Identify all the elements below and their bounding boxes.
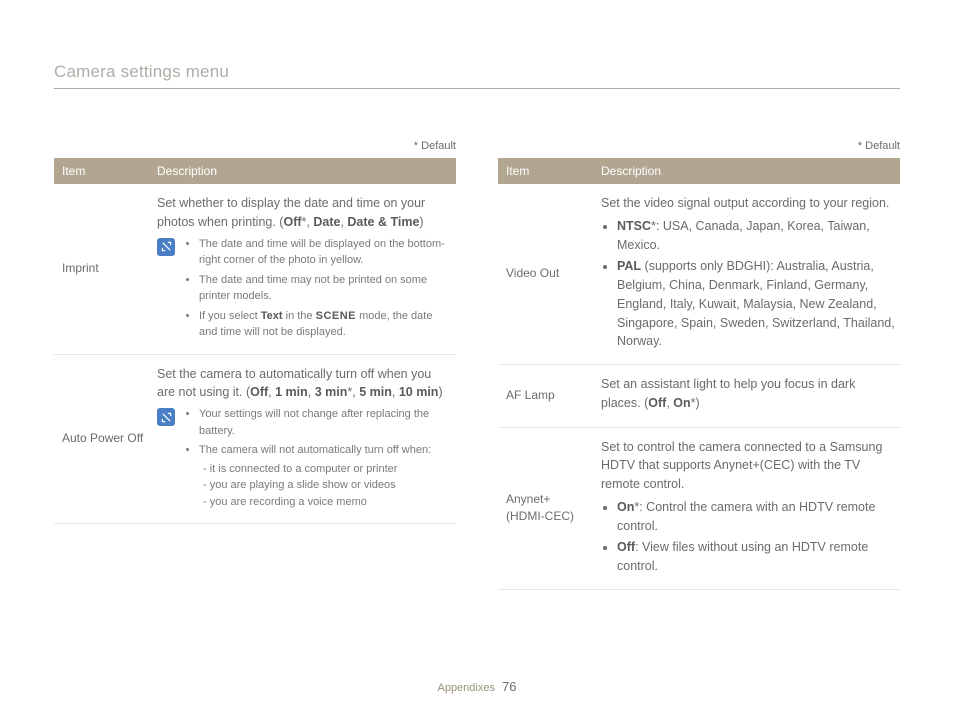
text: : View files without using an HDTV remot… — [617, 540, 868, 573]
default-note-right: * Default — [498, 140, 900, 152]
right-column: * Default Item Description Video Out Set… — [498, 140, 900, 590]
list-item: you are playing a slide show or videos — [203, 477, 452, 494]
right-settings-table: Item Description Video Out Set the video… — [498, 158, 900, 590]
list-item: The date and time may not be printed on … — [199, 272, 452, 305]
th-desc: Description — [149, 158, 456, 184]
opt: NTSC — [617, 219, 651, 233]
default-note-left: * Default — [54, 140, 456, 152]
note-list: Your settings will not change after repl… — [199, 406, 452, 513]
text: ) — [419, 215, 423, 229]
desc-imprint: Set whether to display the date and time… — [149, 184, 456, 354]
opt: Off — [648, 396, 666, 410]
list-item: it is connected to a computer or printer — [203, 461, 452, 478]
anynet-list: On*: Control the camera with an HDTV rem… — [617, 498, 896, 576]
opt: Date — [313, 215, 340, 229]
note-icon — [157, 238, 175, 256]
note-icon — [157, 408, 175, 426]
opt: On — [617, 500, 634, 514]
opt: On — [673, 396, 690, 410]
desc-anynet: Set to control the camera connected to a… — [593, 427, 900, 589]
item-video-out: Video Out — [498, 184, 593, 365]
opt: Off — [617, 540, 635, 554]
list-item: NTSC*: USA, Canada, Japan, Korea, Taiwan… — [617, 217, 896, 255]
content-columns: * Default Item Description Imprint Set w… — [54, 140, 900, 590]
sep: , — [392, 385, 399, 399]
sub-list: it is connected to a computer or printer… — [203, 461, 452, 511]
scene-mode: SCENE — [316, 310, 356, 322]
text: (supports only BDGHI): Australia, Austri… — [617, 259, 895, 348]
footer-label: Appendixes — [437, 682, 495, 694]
opt: 1 min — [275, 385, 308, 399]
list-item: The camera will not automatically turn o… — [199, 442, 452, 510]
item-anynet: Anynet+ (HDMI-CEC) — [498, 427, 593, 589]
page-footer: Appendixes 76 — [0, 679, 954, 694]
opt: Date & Time — [347, 215, 419, 229]
page-title: Camera settings menu — [54, 62, 900, 89]
opt: Off — [250, 385, 268, 399]
th-desc: Description — [593, 158, 900, 184]
opt: PAL — [617, 259, 641, 273]
text: in the — [283, 310, 316, 322]
text: If you select — [199, 310, 261, 322]
opt: 10 min — [399, 385, 439, 399]
apo-main: Set the camera to automatically turn off… — [157, 365, 452, 403]
af-lamp-text: Set an assistant light to help you focus… — [601, 375, 896, 413]
desc-auto-power-off: Set the camera to automatically turn off… — [149, 354, 456, 524]
text: ) — [696, 396, 700, 410]
list-item: you are recording a voice memo — [203, 494, 452, 511]
th-item: Item — [498, 158, 593, 184]
video-out-list: NTSC*: USA, Canada, Japan, Korea, Taiwan… — [617, 217, 896, 351]
table-row: AF Lamp Set an assistant light to help y… — [498, 365, 900, 428]
anynet-lead: Set to control the camera connected to a… — [601, 438, 896, 494]
note-list: The date and time will be displayed on t… — [199, 236, 452, 344]
opt: 5 min — [359, 385, 392, 399]
video-out-lead: Set the video signal output according to… — [601, 194, 896, 213]
desc-video-out: Set the video signal output according to… — [593, 184, 900, 365]
text: Set an assistant light to help you focus… — [601, 377, 855, 410]
table-row: Auto Power Off Set the camera to automat… — [54, 354, 456, 524]
list-item: If you select Text in the SCENE mode, th… — [199, 308, 452, 341]
text: : Control the camera with an HDTV remote… — [617, 500, 875, 533]
sep: , — [308, 385, 315, 399]
th-item: Item — [54, 158, 149, 184]
list-item: On*: Control the camera with an HDTV rem… — [617, 498, 896, 536]
list-item: Your settings will not change after repl… — [199, 406, 452, 439]
item-af-lamp: AF Lamp — [498, 365, 593, 428]
list-item: The date and time will be displayed on t… — [199, 236, 452, 269]
table-row: Anynet+ (HDMI-CEC) Set to control the ca… — [498, 427, 900, 589]
table-row: Imprint Set whether to display the date … — [54, 184, 456, 354]
item-imprint: Imprint — [54, 184, 149, 354]
item-auto-power-off: Auto Power Off — [54, 354, 149, 524]
list-item: PAL (supports only BDGHI): Australia, Au… — [617, 257, 896, 351]
imprint-notes: The date and time will be displayed on t… — [157, 236, 452, 344]
text: ) — [438, 385, 442, 399]
list-item: Off: View files without using an HDTV re… — [617, 538, 896, 576]
left-settings-table: Item Description Imprint Set whether to … — [54, 158, 456, 524]
page-number: 76 — [502, 679, 516, 694]
text: Text — [261, 310, 283, 322]
table-row: Video Out Set the video signal output ac… — [498, 184, 900, 365]
text: The camera will not automatically turn o… — [199, 444, 431, 456]
left-column: * Default Item Description Imprint Set w… — [54, 140, 456, 590]
opt: Off — [283, 215, 301, 229]
imprint-main: Set whether to display the date and time… — [157, 194, 452, 232]
opt: 3 min — [315, 385, 348, 399]
apo-notes: Your settings will not change after repl… — [157, 406, 452, 513]
desc-af-lamp: Set an assistant light to help you focus… — [593, 365, 900, 428]
